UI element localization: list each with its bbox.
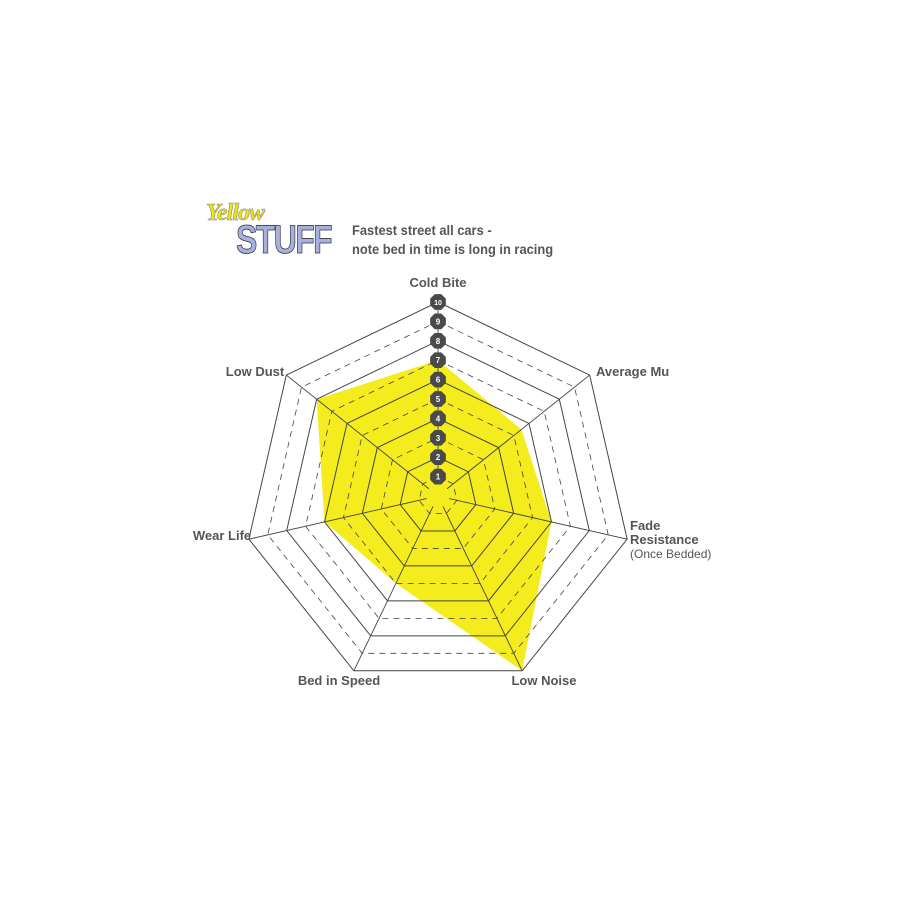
axis-spoke [248, 498, 427, 540]
tick-badge [430, 391, 446, 407]
tick-badge [430, 313, 446, 330]
tick-badge [430, 294, 446, 310]
chart-subtitle: Fastest street all cars - note bed in ti… [352, 221, 553, 259]
logo-yellow-text: Yellow [206, 200, 266, 227]
axis-label: Fade Resistance [630, 518, 699, 547]
grid-ring-8 [286, 340, 590, 637]
axis-label: Average Mu [596, 364, 669, 379]
tick-label: 8 [436, 337, 441, 346]
tick-label: 3 [436, 434, 441, 443]
tick-badge [430, 332, 446, 349]
grid-ring-7 [305, 359, 571, 619]
axis-label: Low Noise [511, 673, 576, 688]
grid-ring-1 [418, 476, 458, 514]
logo-stuff-text: STUFF [236, 218, 333, 263]
axis-spoke [449, 498, 628, 540]
tick-label: 9 [436, 317, 441, 326]
tick-label: 6 [436, 376, 441, 385]
axis-label: Wear Life [193, 528, 251, 543]
tick-label: 4 [436, 414, 441, 423]
tick-badge [430, 352, 446, 369]
axis-spoke [446, 374, 590, 490]
axis-spoke [286, 374, 430, 490]
subtitle-line-2: note bed in time is long in racing [352, 241, 554, 257]
tick-label: 1 [436, 473, 441, 482]
tick-badge [430, 410, 446, 427]
grid-ring-2 [399, 456, 477, 532]
tick-badge [430, 371, 446, 388]
axis-spoke [442, 506, 523, 671]
tick-label: 7 [436, 356, 441, 365]
tick-label: 5 [436, 395, 441, 404]
axis-label: Cold Bite [409, 275, 466, 290]
yellow-stuff-logo: Yellow STUFF [200, 198, 333, 268]
axis-label: Low Dust [226, 364, 285, 379]
grid-ring-6 [323, 379, 553, 602]
tick-label: 10 [434, 300, 442, 307]
tick-badge [430, 449, 446, 466]
grid-ring-10 [248, 301, 628, 672]
grid-ring-3 [380, 437, 496, 549]
tick-badge [430, 468, 446, 485]
grid-ring-4 [361, 417, 515, 567]
tick-badge [430, 429, 446, 446]
tick-label: 2 [436, 453, 441, 462]
axis-spoke [353, 506, 434, 671]
axis-sublabel: (Once Bedded) [630, 547, 711, 561]
axis-label: Bed in Speed [298, 673, 380, 688]
data-area [316, 360, 552, 671]
grid-ring-9 [267, 320, 609, 654]
subtitle-line-1: Fastest street all cars - [352, 222, 492, 238]
